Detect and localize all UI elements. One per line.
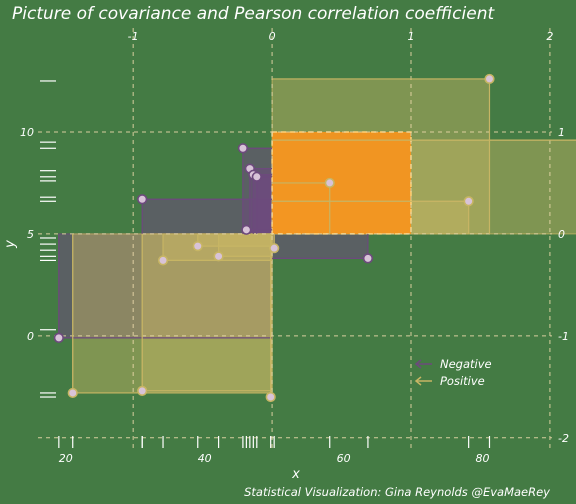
point-3 (137, 385, 148, 397)
legend-positive-label: Positive (440, 374, 485, 388)
legend: Negative Positive (414, 357, 492, 388)
point-12 (265, 391, 276, 403)
legend-negative-label: Negative (440, 357, 492, 371)
x-tick-label-3: 80 (476, 452, 490, 465)
point-7 (237, 143, 249, 154)
y-tick-label-1: 5 (27, 228, 34, 241)
positive-rectangle-6 (218, 233, 273, 257)
top-tick-label-0: -1 (128, 30, 139, 43)
point-15 (362, 253, 374, 264)
x-tick-label-0: 20 (59, 452, 73, 465)
point-4 (157, 255, 169, 266)
point-6 (213, 251, 224, 262)
negative-rectangle-15 (271, 233, 369, 259)
negative-rectangle-0 (58, 233, 273, 339)
point-16 (463, 196, 474, 207)
point-8 (241, 224, 252, 235)
point-17 (484, 73, 495, 85)
negative-rectangle-11 (256, 176, 273, 235)
right-tick-label-1: 0 (558, 228, 565, 241)
point-5 (192, 241, 203, 252)
legend-negative-key (414, 359, 432, 369)
chart-caption: Statistical Visualization: Gina Reynolds… (244, 485, 550, 499)
right-tick-label-3: -2 (558, 432, 569, 445)
x-tick-label-1: 40 (198, 452, 212, 465)
point-14 (324, 177, 335, 189)
y-axis-title: y (3, 240, 18, 249)
data-points (53, 73, 495, 403)
x-axis-title: x (291, 467, 300, 482)
right-tick-label-0: 1 (558, 126, 565, 139)
point-1 (67, 387, 78, 399)
rug-marks (40, 80, 491, 448)
guide-lines (38, 28, 552, 448)
point-2 (137, 194, 148, 205)
point-13 (269, 243, 280, 254)
right-tick-label-2: -1 (558, 330, 569, 343)
chart-title: Picture of covariance and Pearson correl… (12, 4, 495, 24)
y-tick-label-0: 0 (27, 330, 34, 343)
y-tick-label-2: 10 (20, 126, 34, 139)
point-11 (251, 171, 262, 182)
x-tick-label-2: 60 (337, 452, 351, 465)
top-tick-label-2: 1 (407, 30, 414, 43)
point-0 (53, 332, 64, 343)
top-tick-label-1: 0 (269, 30, 276, 43)
legend-positive-key (414, 376, 432, 386)
top-tick-label-3: 2 (546, 30, 553, 43)
